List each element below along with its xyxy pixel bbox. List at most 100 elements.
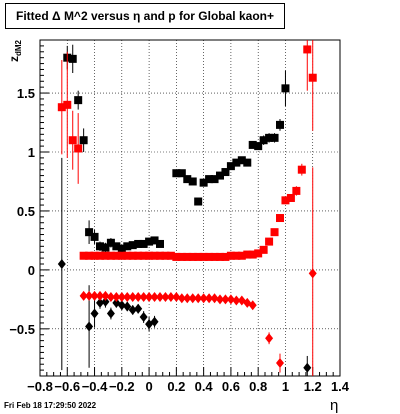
data-point bbox=[101, 296, 110, 307]
data-point bbox=[216, 294, 224, 305]
data-point bbox=[183, 293, 192, 304]
data-point bbox=[308, 73, 317, 82]
data-point bbox=[90, 232, 99, 241]
data-point bbox=[106, 238, 115, 247]
y-tick-label: 0 bbox=[28, 263, 35, 278]
data-point bbox=[232, 158, 241, 167]
data-point bbox=[139, 251, 148, 260]
axis-ticks: −0.8 −0.6 −0.4 −0.2 0 0.2 0.4 0.6 0.8 1 1.2 1.4 −0.5… bbox=[9, 45, 350, 394]
data-point bbox=[276, 214, 284, 223]
data-point bbox=[156, 251, 164, 260]
x-tick-label: 1 bbox=[282, 379, 289, 394]
data-point bbox=[156, 239, 164, 248]
data-point bbox=[90, 290, 99, 301]
data-point bbox=[150, 251, 159, 260]
y-tick-label: 1.5 bbox=[17, 86, 35, 101]
data-point bbox=[145, 292, 154, 303]
data-point bbox=[281, 84, 290, 93]
data-point bbox=[205, 293, 214, 304]
data-point bbox=[57, 103, 66, 112]
y-axis-label: zdM2 bbox=[7, 39, 23, 62]
data-point bbox=[199, 252, 208, 261]
data-point bbox=[145, 237, 154, 246]
data-point bbox=[123, 292, 132, 303]
data-point bbox=[210, 175, 219, 184]
data-point bbox=[166, 292, 175, 303]
data-point bbox=[210, 252, 219, 261]
data-point bbox=[117, 244, 126, 253]
data-point bbox=[276, 358, 284, 369]
chart-title: Fitted Δ M^2 versus η and p for Global k… bbox=[5, 3, 285, 29]
data-point bbox=[216, 252, 224, 261]
data-point bbox=[139, 239, 148, 248]
x-tick-label: 1.4 bbox=[331, 379, 350, 394]
x-axis-label: η bbox=[330, 397, 339, 414]
data-point bbox=[134, 303, 143, 314]
data-point bbox=[79, 136, 88, 145]
data-point bbox=[226, 251, 235, 260]
data-point bbox=[199, 293, 208, 304]
data-point bbox=[101, 290, 110, 301]
data-point bbox=[177, 252, 186, 261]
data-point bbox=[150, 292, 159, 303]
data-point bbox=[106, 251, 115, 260]
data-point bbox=[128, 241, 137, 250]
data-point bbox=[194, 197, 203, 206]
data-point bbox=[117, 251, 126, 260]
data-point bbox=[90, 308, 99, 319]
data-point bbox=[232, 295, 241, 306]
data-point bbox=[243, 158, 252, 167]
data-point bbox=[57, 259, 66, 269]
data-point bbox=[221, 168, 230, 177]
data-point bbox=[188, 293, 197, 304]
data-point bbox=[188, 252, 197, 261]
x-tick-label: 0.2 bbox=[167, 379, 185, 394]
data-point bbox=[297, 165, 306, 174]
x-tick-label: 0 bbox=[145, 379, 152, 394]
data-point bbox=[106, 292, 115, 303]
data-point bbox=[254, 249, 263, 258]
data-point bbox=[123, 251, 132, 260]
data-point bbox=[112, 292, 121, 303]
data-point bbox=[259, 136, 268, 145]
data-point bbox=[106, 308, 115, 319]
data-point bbox=[74, 144, 83, 153]
data-point bbox=[161, 292, 170, 303]
data-point bbox=[216, 171, 224, 180]
data-point bbox=[117, 292, 126, 303]
data-point bbox=[96, 290, 104, 301]
data-point bbox=[112, 251, 121, 260]
data-point bbox=[254, 142, 263, 151]
data-point bbox=[248, 140, 257, 149]
data-point bbox=[232, 251, 241, 260]
data-point bbox=[85, 290, 94, 301]
data-point bbox=[205, 252, 214, 261]
x-tick-label: −0.2 bbox=[109, 379, 135, 394]
plot-frame bbox=[39, 39, 341, 377]
data-point bbox=[248, 300, 257, 311]
data-point bbox=[172, 292, 181, 303]
data-point bbox=[265, 333, 274, 344]
series-2 bbox=[57, 157, 312, 376]
x-tick-label: −0.8 bbox=[27, 379, 53, 394]
data-point bbox=[303, 362, 312, 373]
data-point bbox=[74, 96, 83, 105]
data-point bbox=[226, 162, 235, 171]
data-point bbox=[172, 169, 181, 178]
data-point bbox=[96, 251, 104, 260]
data-point bbox=[101, 251, 110, 260]
data-point bbox=[265, 237, 274, 246]
x-tick-label: 0.8 bbox=[249, 379, 267, 394]
data-point bbox=[177, 293, 186, 304]
data-point bbox=[248, 250, 257, 259]
data-point bbox=[205, 175, 214, 184]
data-point bbox=[134, 239, 143, 248]
data-point bbox=[194, 252, 203, 261]
data-point bbox=[183, 252, 192, 261]
x-tick-label: −0.6 bbox=[54, 379, 80, 394]
data-point bbox=[123, 301, 132, 312]
x-tick-label: 1.2 bbox=[304, 379, 322, 394]
data-point bbox=[259, 245, 268, 254]
data-point bbox=[221, 294, 230, 305]
data-point bbox=[68, 136, 77, 145]
